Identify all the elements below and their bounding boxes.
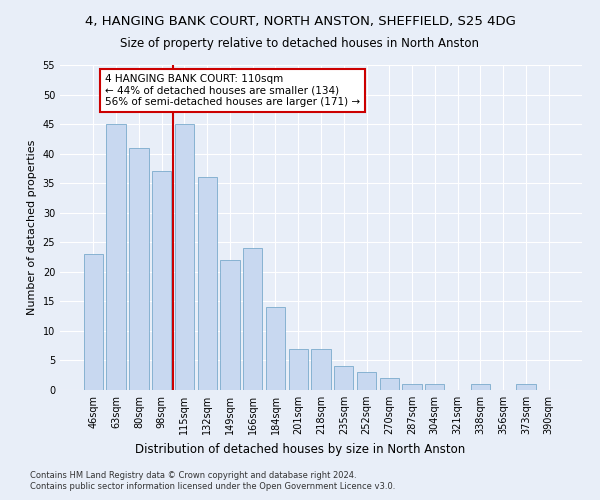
Bar: [243, 248, 262, 390]
Bar: [289, 348, 308, 390]
Bar: [403, 384, 422, 390]
Bar: [197, 178, 217, 390]
Text: Contains HM Land Registry data © Crown copyright and database right 2024.: Contains HM Land Registry data © Crown c…: [30, 470, 356, 480]
Bar: [106, 124, 126, 390]
Bar: [266, 308, 285, 390]
Bar: [334, 366, 353, 390]
Bar: [357, 372, 376, 390]
Bar: [175, 124, 194, 390]
Bar: [129, 148, 149, 390]
Bar: [425, 384, 445, 390]
Bar: [84, 254, 103, 390]
Text: 4 HANGING BANK COURT: 110sqm
← 44% of detached houses are smaller (134)
56% of s: 4 HANGING BANK COURT: 110sqm ← 44% of de…: [105, 74, 360, 107]
Text: Contains public sector information licensed under the Open Government Licence v3: Contains public sector information licen…: [30, 482, 395, 491]
Bar: [380, 378, 399, 390]
Bar: [470, 384, 490, 390]
Y-axis label: Number of detached properties: Number of detached properties: [27, 140, 37, 315]
Bar: [311, 348, 331, 390]
Bar: [516, 384, 536, 390]
Text: Size of property relative to detached houses in North Anston: Size of property relative to detached ho…: [121, 38, 479, 51]
Text: Distribution of detached houses by size in North Anston: Distribution of detached houses by size …: [135, 442, 465, 456]
Text: 4, HANGING BANK COURT, NORTH ANSTON, SHEFFIELD, S25 4DG: 4, HANGING BANK COURT, NORTH ANSTON, SHE…: [85, 15, 515, 28]
Bar: [152, 172, 172, 390]
Bar: [220, 260, 239, 390]
